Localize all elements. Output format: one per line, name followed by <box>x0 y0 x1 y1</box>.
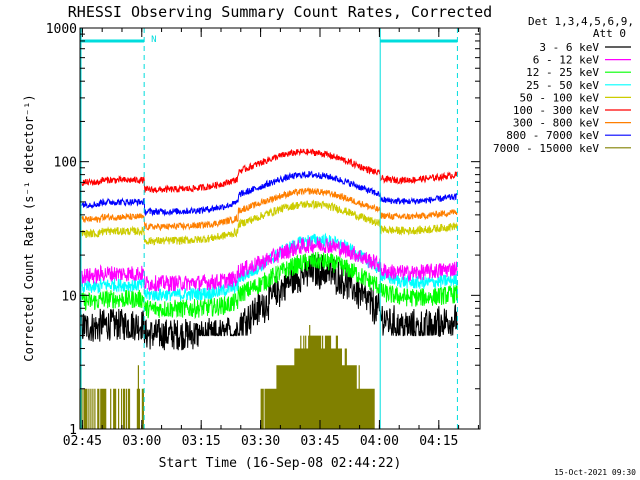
x-axis-label: Start Time (16-Sep-08 02:44:22) <box>159 456 402 471</box>
annotation-layer: N <box>80 28 458 429</box>
x-tick-label: 04:00 <box>360 434 399 449</box>
series-line-5 <box>81 148 458 194</box>
series-line-4 <box>81 199 458 246</box>
legend-label: 6 - 12 keV <box>533 54 600 67</box>
series-line-1 <box>81 236 458 293</box>
series-line-6 <box>81 186 458 232</box>
legend-label: 800 - 7000 keV <box>506 129 599 142</box>
chart-title: RHESSI Observing Summary Count Rates, Co… <box>68 3 492 21</box>
footer-date: 15-Oct-2021 09:30 <box>554 468 636 477</box>
series-line-8 <box>79 325 375 429</box>
legend-label: 100 - 300 keV <box>513 104 599 117</box>
x-tick-label: 03:30 <box>241 434 280 449</box>
x-tick-label: 03:00 <box>122 434 161 449</box>
legend-label: 3 - 6 keV <box>539 41 599 54</box>
y-tick-label: 1 <box>69 423 77 438</box>
legend-label: 50 - 100 keV <box>520 91 600 104</box>
x-tick-label: 03:15 <box>182 434 221 449</box>
legend-header-line-2: Att 0 <box>593 27 626 40</box>
y-tick-label: 100 <box>54 156 77 171</box>
x-axis-ticks: 02:45 03:00 03:15 03:30 03:45 04:00 04:15 <box>63 28 479 449</box>
series-layer <box>79 148 458 429</box>
y-tick-label: 10 <box>61 289 77 304</box>
y-axis-label: Corrected Count Rate (s⁻¹ detector⁻¹) <box>22 94 36 361</box>
x-tick-label: 03:45 <box>300 434 339 449</box>
plot-area: N 02:45 03:00 03:15 03:30 03:45 04:00 04:15 11… <box>46 22 481 449</box>
annotation-label-n: N <box>151 35 156 45</box>
legend-label: 25 - 50 keV <box>526 79 599 92</box>
legend-label: 7000 - 15000 keV <box>493 142 599 155</box>
x-tick-label: 04:15 <box>419 434 458 449</box>
y-axis-ticks: 1 10 100 1000 <box>46 22 480 438</box>
legend-header-line-1: Det 1,3,4,5,6,9, <box>528 15 634 28</box>
y-tick-label: 1000 <box>46 22 77 37</box>
legend-label: 12 - 25 keV <box>526 66 599 79</box>
x-tick-label: 02:45 <box>63 434 102 449</box>
legend-label: 300 - 800 keV <box>513 117 599 130</box>
